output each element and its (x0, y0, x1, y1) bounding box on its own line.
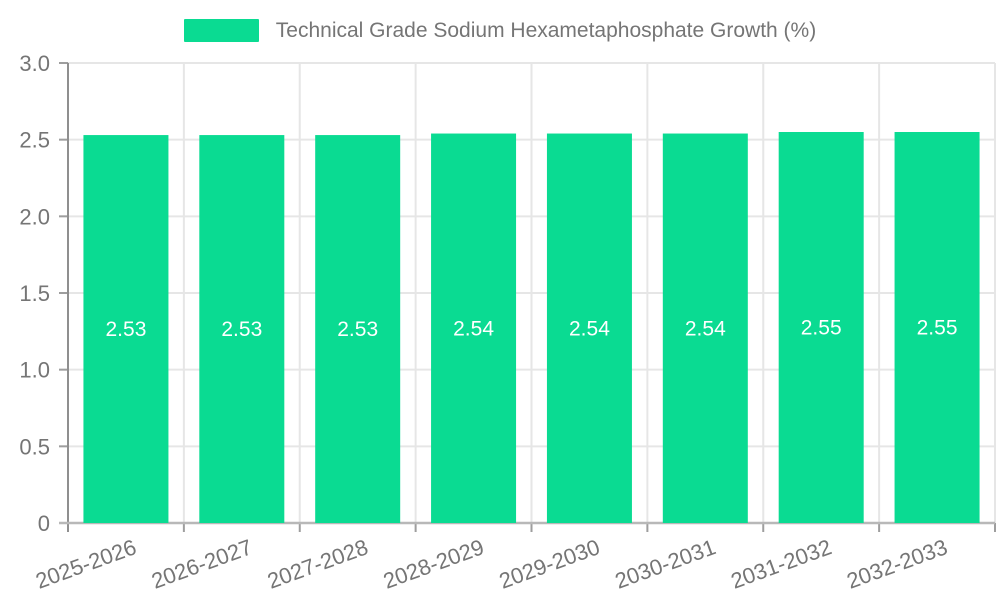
bar[interactable] (83, 135, 169, 524)
bar[interactable] (431, 133, 517, 524)
bar-value-label: 2.53 (221, 318, 262, 341)
bar-value-label: 2.53 (337, 318, 378, 341)
x-tick-label: 2026-2027 (148, 534, 255, 593)
y-tick-label: 1.0 (19, 358, 50, 383)
bar-value-label: 2.54 (453, 317, 494, 340)
bar[interactable] (894, 132, 980, 523)
bar-value-label: 2.55 (917, 317, 958, 340)
y-tick-label: 0.5 (19, 434, 50, 459)
bar-value-label: 2.53 (106, 318, 147, 341)
y-tick-label: 3.0 (19, 51, 50, 76)
x-tick-label: 2031-2032 (727, 534, 834, 593)
x-tick-label: 2032-2033 (843, 534, 950, 593)
bar[interactable] (199, 135, 285, 524)
x-tick-label: 2030-2031 (612, 534, 719, 593)
y-tick-label: 2.0 (19, 204, 50, 229)
y-tick-label: 1.5 (19, 281, 50, 306)
bar[interactable] (662, 133, 748, 524)
bar-value-label: 2.54 (685, 317, 726, 340)
bar[interactable] (315, 135, 401, 524)
x-tick-label: 2025-2026 (32, 534, 139, 593)
legend-swatch (183, 19, 259, 42)
y-tick-label: 0 (38, 511, 50, 536)
x-tick-label: 2028-2029 (380, 534, 487, 593)
bar[interactable] (546, 133, 632, 524)
bar-value-label: 2.55 (801, 317, 842, 340)
legend-label: Technical Grade Sodium Hexametaphosphate… (275, 19, 817, 42)
bar[interactable] (778, 132, 864, 523)
x-tick-label: 2027-2028 (264, 534, 371, 593)
x-tick-label: 2029-2030 (496, 534, 603, 593)
y-tick-label: 2.5 (19, 128, 50, 153)
legend[interactable]: Technical Grade Sodium Hexametaphosphate… (0, 19, 1000, 42)
bar-value-label: 2.54 (569, 317, 610, 340)
